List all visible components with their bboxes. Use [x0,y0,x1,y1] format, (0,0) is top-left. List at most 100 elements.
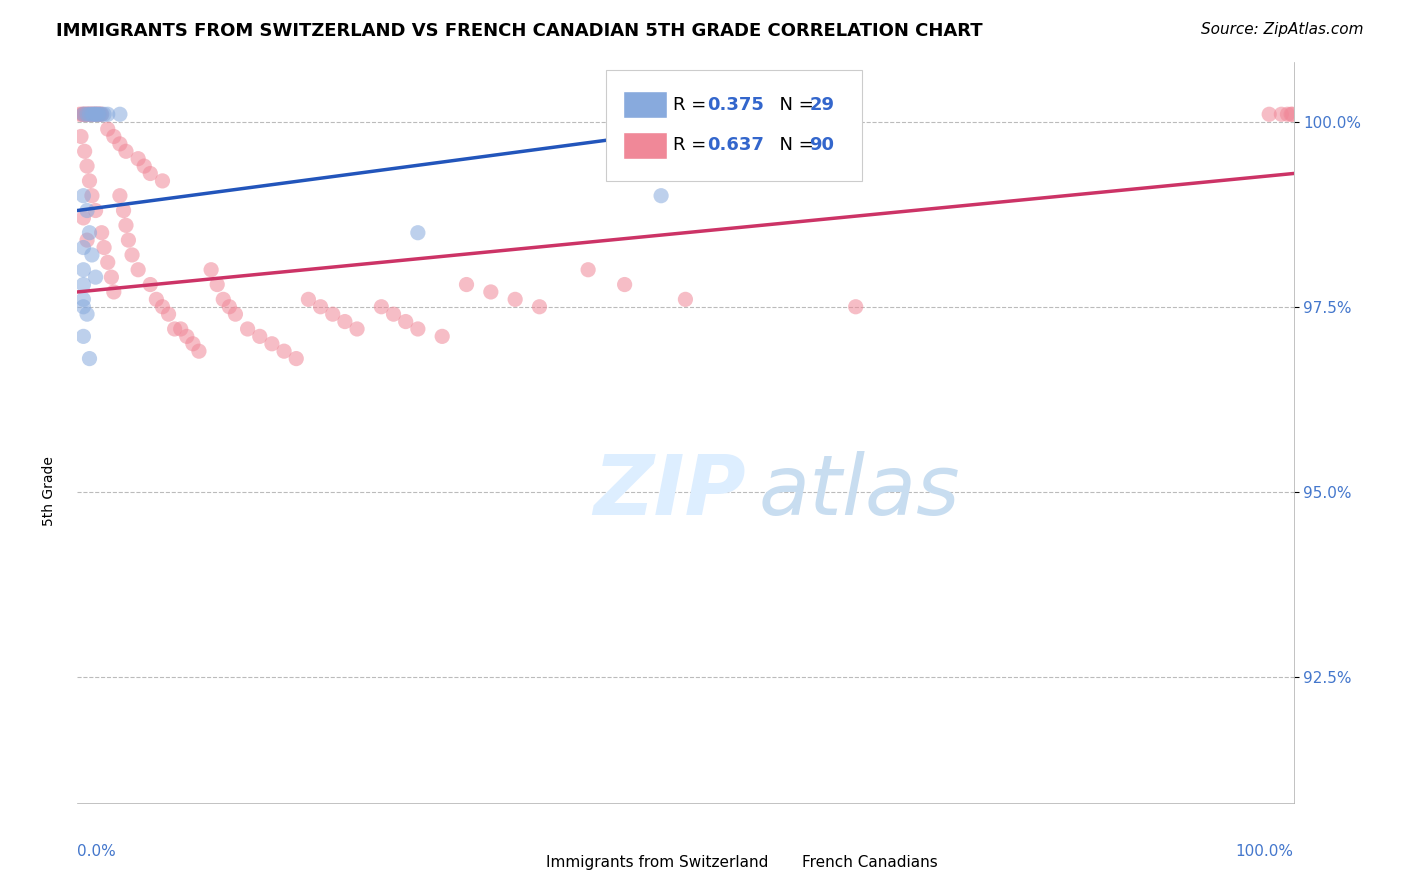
Point [115,145,138,159]
Text: 5th Grade: 5th Grade [42,456,56,525]
Point [79,107,101,121]
Point [82,107,104,121]
Point [1279,107,1302,121]
FancyBboxPatch shape [762,852,797,873]
Point [79,107,101,121]
Text: IMMIGRANTS FROM SWITZERLAND VS FRENCH CANADIAN 5TH GRADE CORRELATION CHART: IMMIGRANTS FROM SWITZERLAND VS FRENCH CA… [56,22,983,40]
Point [80,188,103,202]
Point [103,129,125,144]
Text: 0.0%: 0.0% [77,844,117,858]
Text: Source: ZipAtlas.com: Source: ZipAtlas.com [1201,22,1364,37]
FancyBboxPatch shape [606,70,862,181]
Point [218,300,240,314]
Point [70,107,93,121]
Point [309,300,332,314]
Point [90,107,112,121]
Point [97,107,120,121]
Text: French Canadians: French Canadians [803,855,938,870]
Text: 29: 29 [810,95,835,113]
Point [79,226,101,240]
Point [163,322,186,336]
Point [224,307,246,321]
FancyBboxPatch shape [623,91,668,118]
Point [80,107,103,121]
Point [479,285,502,299]
Point [90,107,112,121]
Point [406,322,429,336]
Point [80,107,103,121]
Point [73,145,96,159]
Point [72,107,94,121]
Text: R =: R = [673,95,713,113]
Point [87,107,110,121]
Text: 100.0%: 100.0% [1236,844,1294,858]
Point [260,336,283,351]
Point [273,344,295,359]
Point [84,107,107,121]
Point [503,293,526,307]
Point [89,107,111,121]
Point [117,233,139,247]
Point [1277,107,1299,121]
Point [84,270,107,285]
Point [70,129,93,144]
Point [145,293,167,307]
Point [1281,107,1303,121]
Point [86,107,108,121]
Point [103,285,125,299]
Point [73,107,96,121]
Point [236,322,259,336]
Point [72,188,94,202]
Point [100,270,122,285]
Point [108,107,131,121]
Point [72,293,94,307]
Point [322,307,344,321]
Point [127,262,149,277]
Point [529,300,551,314]
Point [576,262,599,277]
Point [84,203,107,218]
Point [212,293,235,307]
Point [97,122,120,136]
Point [456,277,478,292]
Point [157,307,180,321]
Point [69,107,91,121]
Point [89,107,111,121]
Point [650,188,672,202]
Point [82,107,104,121]
Point [395,315,418,329]
Point [79,351,101,366]
Point [97,255,120,269]
Point [80,248,103,262]
Point [845,300,868,314]
Point [121,248,143,262]
Text: Immigrants from Switzerland: Immigrants from Switzerland [546,855,768,870]
Point [406,226,429,240]
Point [1258,107,1281,121]
Point [79,174,101,188]
Text: 90: 90 [810,136,835,154]
Point [249,329,271,343]
Point [72,277,94,292]
Point [205,277,228,292]
Point [346,322,368,336]
Point [77,107,100,121]
Point [152,300,174,314]
Point [181,336,204,351]
Point [139,167,162,181]
Point [72,211,94,225]
Point [134,159,156,173]
Point [297,293,319,307]
Point [675,293,697,307]
Point [152,174,174,188]
Text: 0.375: 0.375 [707,95,765,113]
Point [76,107,98,121]
Point [76,233,98,247]
Point [76,203,98,218]
Point [613,277,636,292]
Point [382,307,405,321]
FancyBboxPatch shape [506,852,541,873]
Text: N =: N = [768,95,820,113]
Text: 0.637: 0.637 [707,136,765,154]
Point [1270,107,1292,121]
